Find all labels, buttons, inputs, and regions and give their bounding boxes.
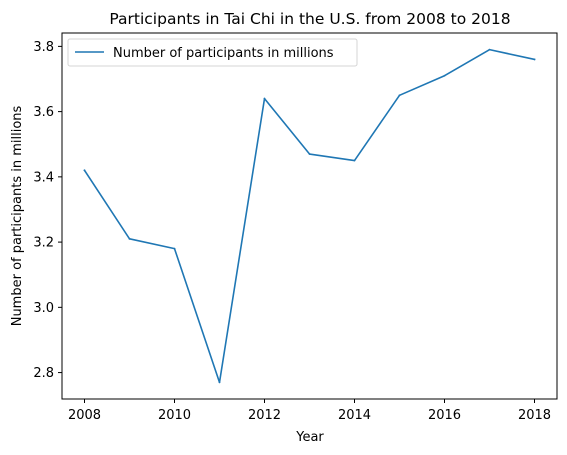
data-point (489, 49, 491, 51)
x-axis: 2008 2010 2012 2014 2016 2018 (68, 399, 551, 423)
data-point (219, 381, 221, 383)
y-axis-title: Number of participants in millions (10, 105, 25, 326)
x-axis-title: Year (295, 430, 324, 445)
y-axis: 2.8 3.0 3.2 3.4 3.6 3.8 (33, 40, 62, 381)
data-point (534, 59, 536, 61)
y-tick-label: 3.0 (33, 301, 54, 316)
data-point (399, 94, 401, 96)
x-tick-label: 2014 (338, 408, 371, 423)
legend-label: Number of participants in millions (113, 46, 334, 61)
plot-area: 2008 2010 2012 2014 2016 2018 2.8 3.0 3.2 3.4 3.6… (33, 33, 557, 423)
data-point (174, 248, 176, 250)
data-point (264, 98, 266, 100)
x-tick-label: 2012 (248, 408, 281, 423)
x-tick-label: 2016 (428, 408, 461, 423)
legend: Number of participants in millions (68, 39, 357, 66)
x-tick-label: 2008 (68, 408, 101, 423)
y-tick-label: 3.4 (33, 170, 54, 185)
plot-frame (62, 33, 557, 399)
data-point (84, 169, 86, 171)
y-tick-label: 2.8 (33, 366, 54, 381)
data-point (129, 238, 131, 240)
data-point (309, 153, 311, 155)
y-tick-label: 3.6 (33, 105, 54, 120)
data-point (354, 160, 356, 162)
x-tick-label: 2010 (158, 408, 191, 423)
data-point (444, 75, 446, 77)
y-tick-label: 3.8 (33, 40, 54, 55)
x-tick-label: 2018 (518, 408, 551, 423)
y-tick-label: 3.2 (33, 236, 54, 251)
chart-title: Participants in Tai Chi in the U.S. from… (109, 10, 510, 28)
